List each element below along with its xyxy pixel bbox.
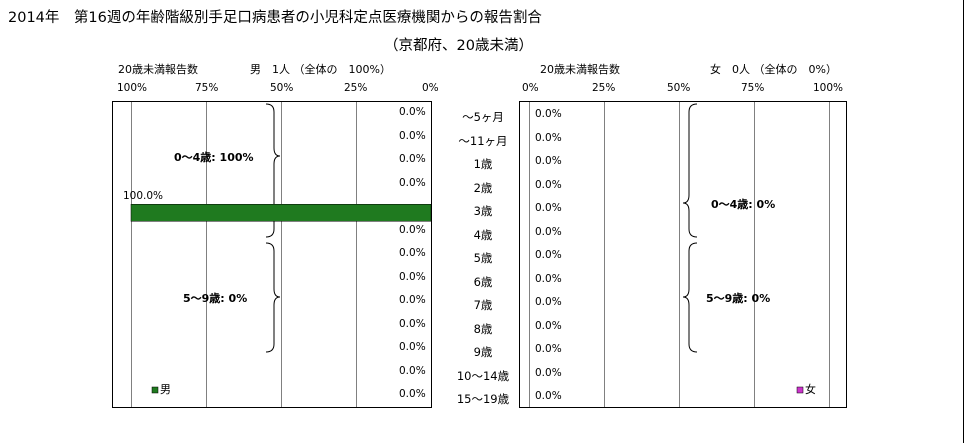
male-brace-0-4 [265, 103, 281, 238]
age-category-label: 5歳 [473, 251, 493, 265]
age-category-label: ～5ヶ月 [462, 110, 504, 124]
chart-title: 2014年 第16週の年齢階級別手足口病患者の小児科定点医療機関からの報告割合 [8, 10, 542, 26]
male-value-label: 0.0% [399, 341, 426, 353]
age-category-label: 1歳 [473, 157, 493, 171]
female-group-label-0-4: 0～4歳: 0% [711, 198, 776, 211]
age-category-label: 3歳 [473, 204, 493, 218]
female-tick-25: 25% [592, 82, 616, 94]
male-tick-50: 50% [270, 82, 294, 94]
male-value-label: 0.0% [399, 270, 426, 283]
male-value-label: 0.0% [399, 223, 426, 236]
chart-subtitle: （京都府、20歳未満） [384, 38, 533, 54]
male-summary: 男 1人 （全体の 100%） [250, 63, 391, 76]
female-count-label: 20歳未満報告数 [540, 63, 620, 76]
female-value-label: 0.0% [535, 178, 562, 191]
female-brace-5-9 [682, 242, 698, 353]
female-summary: 女 0人 （全体の 0%） [710, 63, 837, 76]
female-value-label: 0.0% [535, 249, 562, 261]
female-tick-50: 50% [667, 82, 691, 94]
age-category-label: ～11ヶ月 [458, 133, 508, 148]
window-right-border [963, 0, 964, 443]
male-tick-75: 75% [195, 82, 219, 94]
male-tick-100: 100% [117, 82, 148, 94]
female-legend-swatch [796, 386, 804, 394]
male-legend-swatch [151, 386, 159, 394]
female-value-label: 0.0% [535, 131, 562, 144]
male-value-label: 0.0% [399, 153, 426, 165]
male-value-label: 0.0% [399, 176, 426, 189]
female-value-label: 0.0% [535, 202, 562, 214]
female-value-label: 0.0% [535, 108, 562, 120]
male-value-label: 0.0% [399, 106, 426, 118]
male-group-label-0-4: 0～4歳: 100% [174, 151, 254, 164]
male-value-label: 0.0% [399, 247, 426, 259]
female-value-label: 0.0% [535, 155, 562, 167]
female-value-label: 0.0% [535, 319, 562, 332]
female-legend-label: 女 [805, 383, 816, 396]
age-category-label: 7歳 [473, 298, 493, 312]
male-value-label: 0.0% [399, 294, 426, 306]
age-category-label: 6歳 [473, 274, 493, 289]
female-tick-0: 0% [522, 82, 539, 94]
age-category-label: 4歳 [473, 227, 493, 242]
age-category-label: 15～19歳 [456, 392, 510, 406]
male-plot-frame [112, 101, 432, 408]
male-tick-0: 0% [422, 82, 439, 94]
male-value-label: 0.0% [399, 317, 426, 330]
age-category-label: 10～14歳 [456, 368, 510, 383]
male-value-label: 0.0% [399, 364, 426, 377]
female-value-label: 0.0% [535, 366, 562, 379]
male-group-label-5-9: 5～9歳: 0% [183, 292, 248, 305]
female-group-label-5-9: 5～9歳: 0% [706, 292, 771, 305]
female-brace-0-4 [682, 103, 698, 238]
age-category-label: 9歳 [473, 345, 493, 359]
female-tick-75: 75% [741, 82, 765, 94]
female-tick-100: 100% [813, 82, 844, 94]
male-value-label: 100.0% [123, 190, 164, 202]
age-category-label: 2歳 [473, 180, 493, 195]
age-category-label: 8歳 [473, 321, 493, 336]
male-brace-5-9 [265, 242, 281, 353]
male-bar [130, 204, 432, 222]
male-count-label: 20歳未満報告数 [118, 63, 198, 76]
male-value-label: 0.0% [399, 388, 426, 400]
female-value-label: 0.0% [535, 343, 562, 355]
male-value-label: 0.0% [399, 129, 426, 142]
male-legend-label: 男 [160, 383, 171, 396]
male-tick-25: 25% [344, 82, 368, 94]
female-plot-frame [519, 101, 847, 408]
female-value-label: 0.0% [535, 225, 562, 238]
female-value-label: 0.0% [535, 296, 562, 308]
female-value-label: 0.0% [535, 272, 562, 285]
female-value-label: 0.0% [535, 390, 562, 402]
